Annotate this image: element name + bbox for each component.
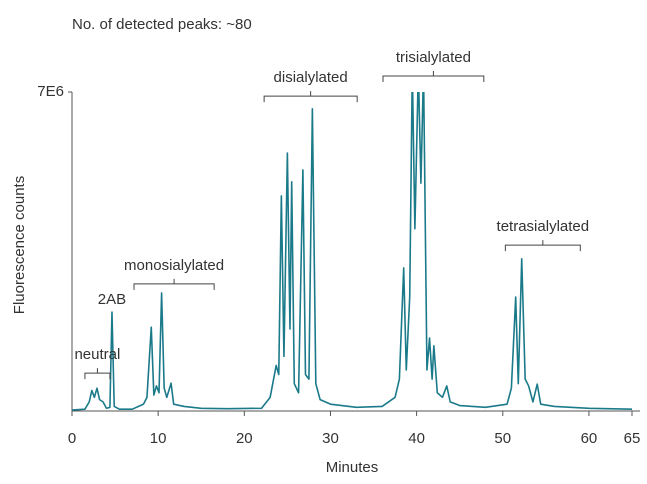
- chart-title: No. of detected peaks: ~80: [72, 16, 252, 33]
- x-tick-label: 20: [236, 430, 253, 447]
- x-tick-label: 50: [494, 430, 511, 447]
- x-tick-label: 65: [624, 430, 641, 447]
- annotation: neutral: [74, 346, 120, 363]
- x-tick-label: 40: [408, 430, 425, 447]
- annotation: tetrasialylated: [497, 218, 590, 235]
- x-tick-label: 30: [322, 430, 339, 447]
- bracket: [382, 71, 485, 83]
- trace: [71, 92, 633, 411]
- x-tick-label: 10: [150, 430, 167, 447]
- bracket: [84, 368, 111, 380]
- y-tick-label: 7E6: [37, 83, 64, 100]
- annotation: disialylated: [274, 69, 348, 86]
- x-tick-label: 60: [581, 430, 598, 447]
- annotation: monosialylated: [124, 257, 224, 274]
- x-axis-label: Minutes: [326, 459, 379, 476]
- annotation: 2AB: [98, 291, 126, 308]
- x-tick-label: 0: [68, 430, 76, 447]
- bracket: [133, 278, 215, 290]
- bracket: [504, 240, 581, 252]
- annotation: trisialylated: [396, 49, 471, 66]
- y-axis-label: Fluorescence counts: [11, 176, 28, 314]
- bracket: [263, 91, 358, 103]
